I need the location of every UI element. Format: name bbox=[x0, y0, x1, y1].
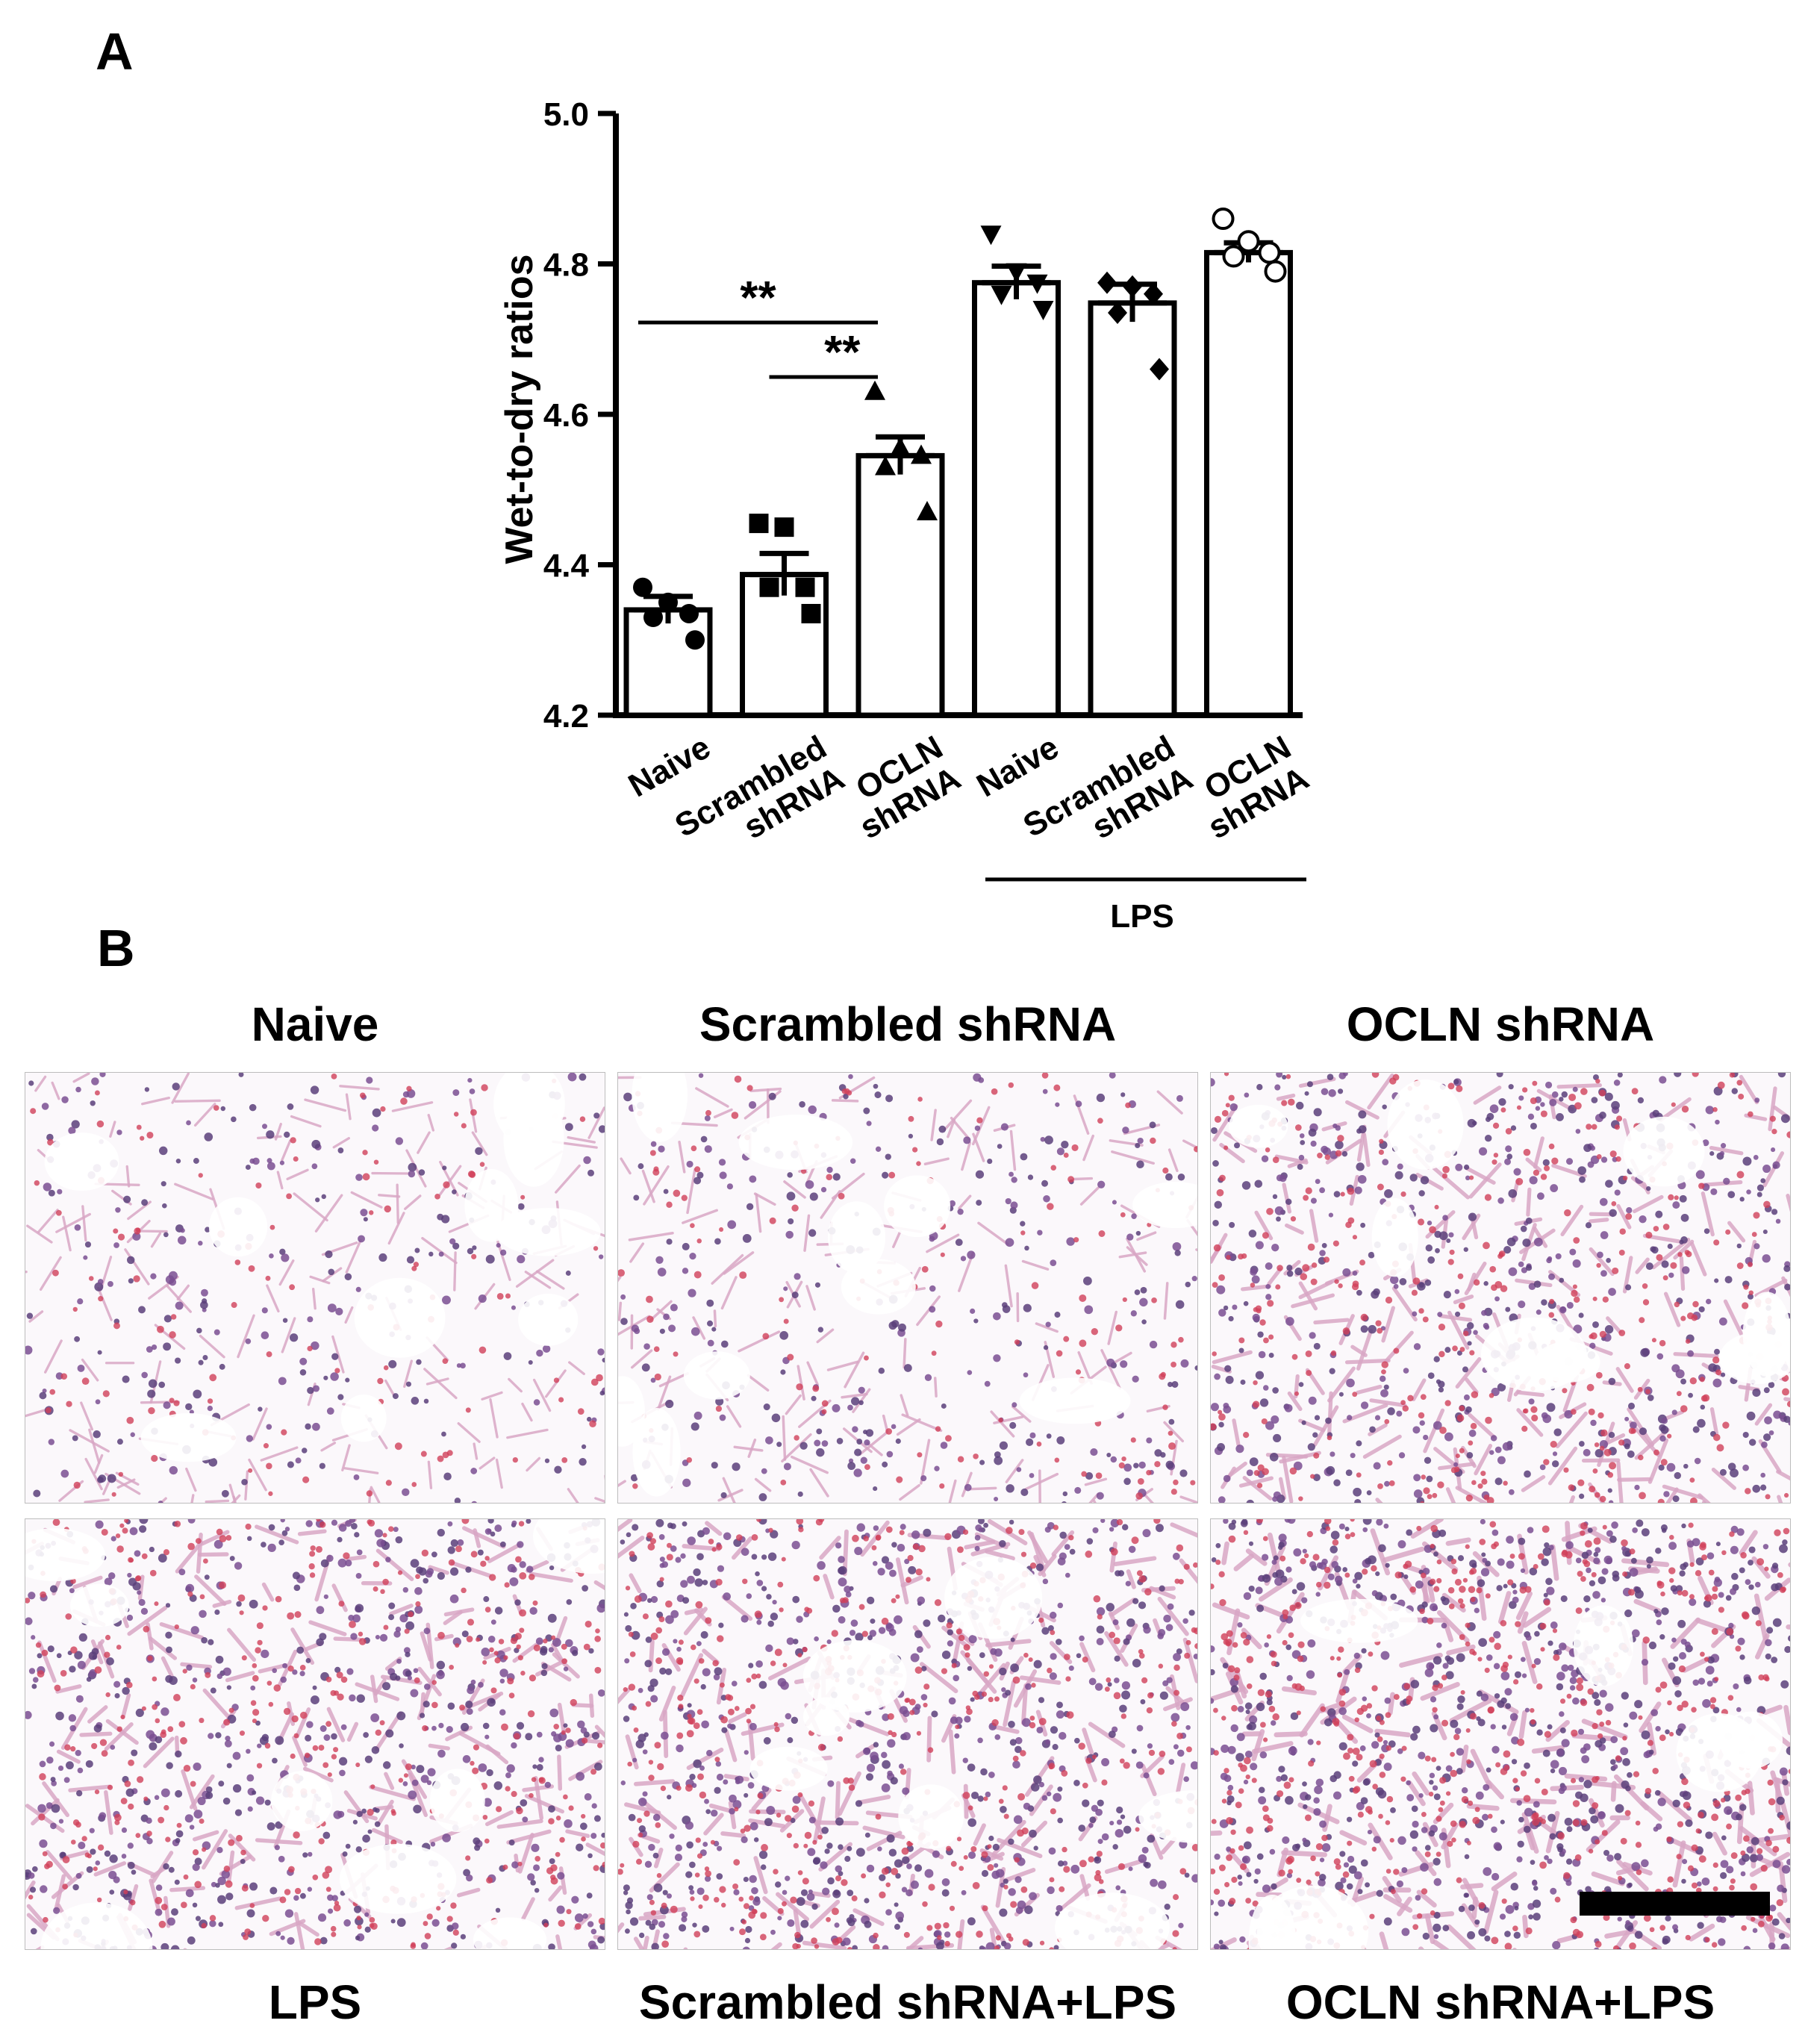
histology-label: OCLN shRNA bbox=[1346, 997, 1655, 1051]
panel-b-letter: B bbox=[97, 919, 135, 977]
histology-label: OCLN shRNA+LPS bbox=[1285, 1975, 1715, 2029]
histology-label: Scrambled shRNA bbox=[699, 997, 1117, 1051]
data-point bbox=[643, 608, 663, 628]
data-point bbox=[795, 577, 815, 597]
data-point bbox=[685, 630, 705, 650]
data-point bbox=[980, 225, 1002, 246]
data-point bbox=[875, 455, 896, 476]
histology-image bbox=[1210, 1518, 1791, 1950]
data-point bbox=[749, 514, 769, 534]
histology-label: Naive bbox=[251, 997, 379, 1051]
histology-label: Scrambled shRNA+LPS bbox=[638, 1975, 1177, 2029]
histology-image bbox=[25, 1072, 605, 1504]
group-label-lps: LPS bbox=[1110, 898, 1174, 935]
data-point bbox=[658, 592, 678, 612]
data-point bbox=[1222, 245, 1245, 268]
bar bbox=[855, 452, 945, 718]
significance-label: ** bbox=[740, 272, 776, 324]
data-point bbox=[1026, 274, 1048, 294]
data-point bbox=[911, 444, 932, 464]
y-tick-label: 4.6 bbox=[543, 397, 589, 434]
y-tick-label: 4.8 bbox=[543, 247, 589, 284]
histology-image bbox=[1210, 1072, 1791, 1504]
data-point bbox=[1144, 282, 1163, 305]
data-point bbox=[774, 517, 794, 538]
data-point bbox=[864, 380, 885, 400]
data-point bbox=[1150, 358, 1169, 381]
histology-image bbox=[617, 1518, 1198, 1950]
data-point bbox=[1264, 260, 1287, 283]
y-axis-title: Wet-to-dry ratios bbox=[498, 254, 541, 564]
scale-bar bbox=[1580, 1892, 1770, 1916]
data-point bbox=[801, 603, 821, 623]
y-tick-label: 5.0 bbox=[543, 96, 589, 133]
data-point bbox=[1258, 241, 1281, 264]
data-point bbox=[1123, 275, 1142, 298]
data-point bbox=[759, 577, 779, 597]
histology-image bbox=[25, 1518, 605, 1950]
data-point bbox=[1212, 208, 1235, 231]
y-tick-label: 4.2 bbox=[543, 698, 589, 735]
data-point bbox=[917, 500, 938, 520]
bar bbox=[972, 280, 1061, 718]
data-point bbox=[991, 285, 1012, 305]
data-point bbox=[1006, 263, 1027, 283]
data-point bbox=[1097, 271, 1117, 294]
panel-a-letter: A bbox=[96, 22, 134, 81]
y-tick-label: 4.4 bbox=[543, 548, 590, 585]
data-point bbox=[633, 577, 652, 597]
bar bbox=[1204, 249, 1293, 718]
data-point bbox=[1108, 301, 1127, 324]
bar bbox=[623, 607, 713, 718]
data-point bbox=[1237, 230, 1260, 253]
data-point bbox=[890, 437, 911, 457]
significance-label: ** bbox=[824, 327, 861, 378]
histology-image bbox=[617, 1072, 1198, 1504]
data-point bbox=[1032, 300, 1054, 320]
data-point bbox=[679, 603, 699, 623]
histology-label: LPS bbox=[268, 1975, 362, 2029]
